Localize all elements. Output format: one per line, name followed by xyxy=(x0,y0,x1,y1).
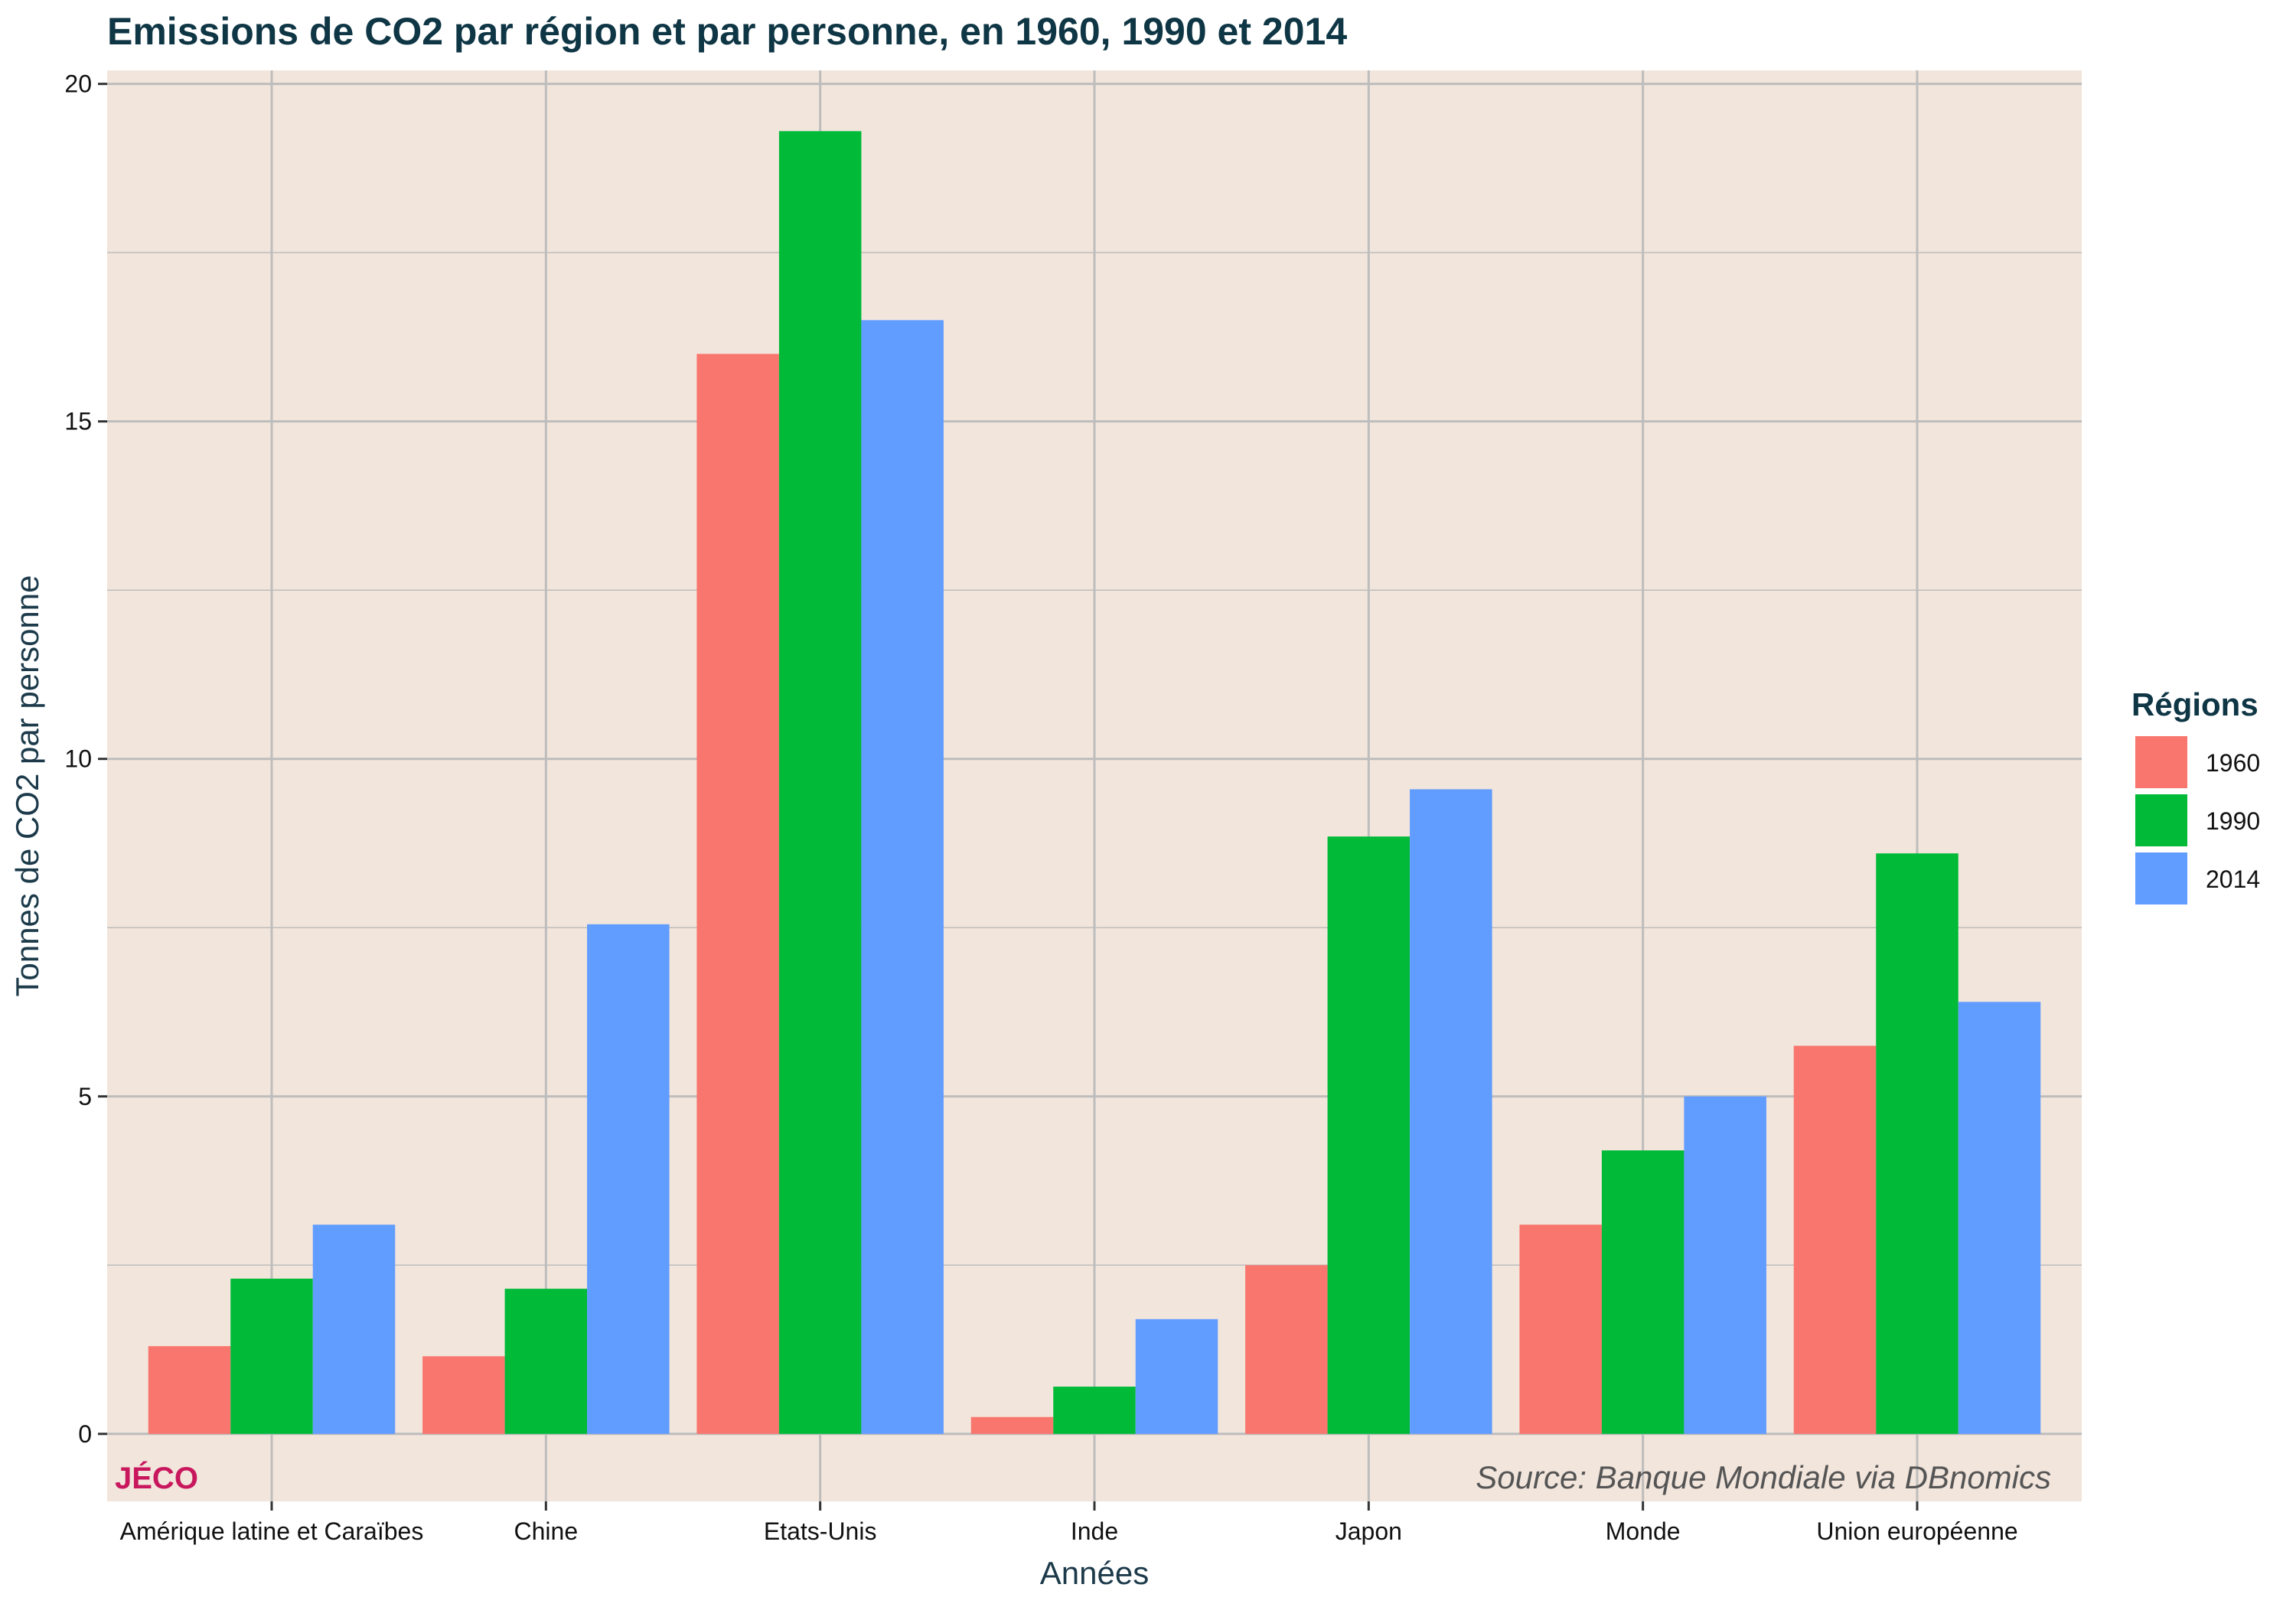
bars xyxy=(148,131,2041,1434)
bar xyxy=(970,1416,1054,1434)
bar xyxy=(422,1356,505,1434)
bar xyxy=(1519,1224,1602,1434)
x-axis-title: Années xyxy=(1040,1555,1149,1591)
y-tick-label: 5 xyxy=(78,1083,92,1110)
legend-label: 1960 xyxy=(2206,749,2260,777)
bar xyxy=(230,1278,313,1434)
bar xyxy=(861,320,944,1434)
x-tick-label: Etats-Unis xyxy=(764,1517,877,1545)
legend-swatch xyxy=(2135,736,2187,788)
y-axis: 0 5 10 15 20 xyxy=(64,70,107,1448)
bar xyxy=(1245,1265,1328,1434)
bar xyxy=(1053,1387,1136,1434)
bar xyxy=(504,1289,588,1434)
bar xyxy=(778,131,862,1434)
bar xyxy=(1135,1319,1218,1434)
y-tick-label: 20 xyxy=(64,70,92,98)
x-tick-label: Japon xyxy=(1336,1517,1402,1545)
y-tick-label: 15 xyxy=(64,408,92,435)
legend-swatch xyxy=(2135,794,2187,846)
legend-label: 1990 xyxy=(2206,807,2260,835)
legend-title: Régions xyxy=(2131,686,2258,722)
x-axis: Amérique latine et Caraïbes Chine Etats-Un… xyxy=(120,1501,2018,1545)
bar xyxy=(1410,789,1492,1434)
bar xyxy=(148,1346,231,1434)
legend: Régions 1960 1990 2014 xyxy=(2131,686,2260,905)
chart-title: Emissions de CO2 par région et par perso… xyxy=(107,10,1347,53)
x-tick-label: Chine xyxy=(514,1517,579,1545)
brand-label: JÉCO xyxy=(115,1461,198,1495)
bar xyxy=(1876,853,1958,1434)
bar xyxy=(1601,1150,1684,1434)
legend-label: 2014 xyxy=(2206,865,2260,893)
bar xyxy=(1327,836,1411,1434)
legend-swatch xyxy=(2135,852,2187,905)
y-tick-label: 10 xyxy=(64,745,92,773)
grid-major xyxy=(107,70,2082,1501)
x-tick-label: Union européenne xyxy=(1816,1517,2017,1545)
x-tick-label: Inde xyxy=(1071,1517,1118,1545)
bar xyxy=(1684,1096,1766,1434)
y-tick-label: 0 xyxy=(78,1420,92,1448)
x-tick-label: Monde xyxy=(1606,1517,1681,1545)
bar xyxy=(696,354,779,1434)
source-note: Source: Banque Mondiale via DBnomics xyxy=(1476,1459,2051,1495)
bar xyxy=(587,924,670,1434)
bar xyxy=(312,1224,396,1434)
y-axis-title: Tonnes de CO2 par personne xyxy=(9,575,45,996)
bar xyxy=(1793,1045,1877,1434)
bar xyxy=(1958,1002,2041,1434)
x-tick-label: Amérique latine et Caraïbes xyxy=(120,1517,424,1545)
